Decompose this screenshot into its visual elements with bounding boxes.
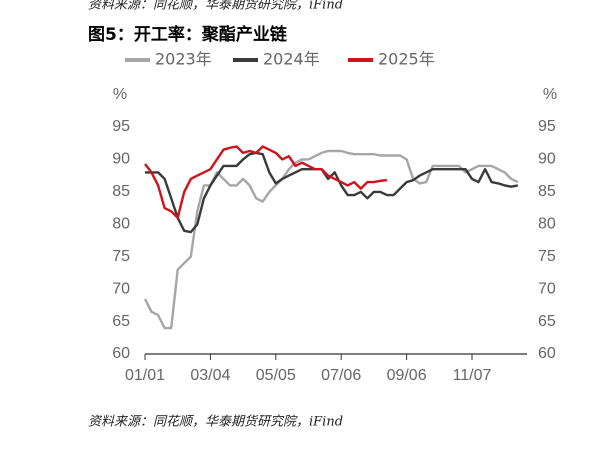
source-top: 资料来源：同花顺，华泰期货研究院，iFind	[88, 0, 343, 13]
legend-label: 2025年	[378, 50, 435, 69]
y-tick-label: 90	[112, 151, 130, 168]
y2-axis-unit: %	[543, 86, 557, 103]
legend-label: 2024年	[263, 50, 320, 69]
y-tick-label: 65	[112, 313, 130, 330]
y2-tick-label: 60	[538, 345, 556, 362]
x-tick-label: 05/05	[256, 367, 296, 384]
y-tick-label: 75	[112, 248, 130, 265]
y2-tick-label: 80	[538, 216, 556, 233]
y2-tick-label: 75	[538, 248, 556, 265]
x-tick-label: 09/06	[387, 367, 427, 384]
series-line	[145, 151, 519, 234]
y-tick-label: 95	[112, 118, 130, 135]
y2-tick-label: 70	[538, 280, 556, 297]
y-axis-unit: %	[113, 86, 127, 103]
y-tick-label: 80	[112, 216, 130, 233]
legend-label: 2023年	[155, 50, 212, 69]
y-tick-label: 85	[112, 183, 130, 200]
y2-tick-label: 85	[538, 183, 556, 200]
x-tick-label: 11/07	[453, 367, 492, 384]
x-tick-label: 01/01	[125, 367, 165, 384]
source: 资料来源：同花顺，华泰期货研究院，iFind	[88, 414, 343, 430]
series-line	[143, 149, 519, 330]
y2-tick-label: 95	[538, 118, 556, 135]
y-tick-label: 60	[112, 345, 130, 362]
series-line	[144, 145, 388, 219]
y-tick-label: 70	[112, 280, 130, 297]
y2-tick-label: 90	[538, 151, 556, 168]
chart-title: 图5：开工率：聚酯产业链	[88, 24, 288, 45]
x-tick-label: 03/04	[190, 367, 230, 384]
x-tick-label: 07/06	[321, 367, 361, 384]
y2-tick-label: 65	[538, 313, 556, 330]
